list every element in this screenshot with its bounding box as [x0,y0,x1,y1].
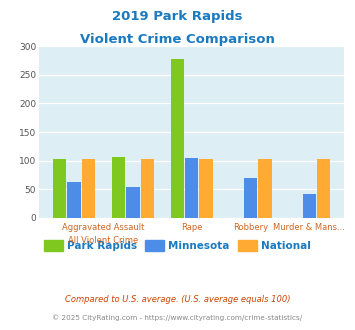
Bar [141,159,154,218]
Text: 2019 Park Rapids: 2019 Park Rapids [112,10,243,23]
Text: Murder & Mans...: Murder & Mans... [273,223,345,232]
Bar [67,182,81,218]
Legend: Park Rapids, Minnesota, National: Park Rapids, Minnesota, National [40,236,315,255]
Text: Compared to U.S. average. (U.S. average equals 100): Compared to U.S. average. (U.S. average … [65,295,290,304]
Bar [126,187,140,218]
Bar [53,159,66,218]
Text: Aggravated Assault: Aggravated Assault [62,223,145,232]
Text: Rape: Rape [181,223,202,232]
Bar [302,194,316,218]
Bar [200,159,213,218]
Bar [82,159,95,218]
Bar [258,159,272,218]
Text: © 2025 CityRating.com - https://www.cityrating.com/crime-statistics/: © 2025 CityRating.com - https://www.city… [53,314,302,321]
Text: Robbery: Robbery [233,223,268,232]
Text: All Violent Crime: All Violent Crime [69,236,138,245]
Bar [170,59,184,218]
Bar [244,178,257,218]
Text: Violent Crime Comparison: Violent Crime Comparison [80,33,275,46]
Bar [317,159,331,218]
Bar [112,157,125,218]
Bar [185,158,198,218]
